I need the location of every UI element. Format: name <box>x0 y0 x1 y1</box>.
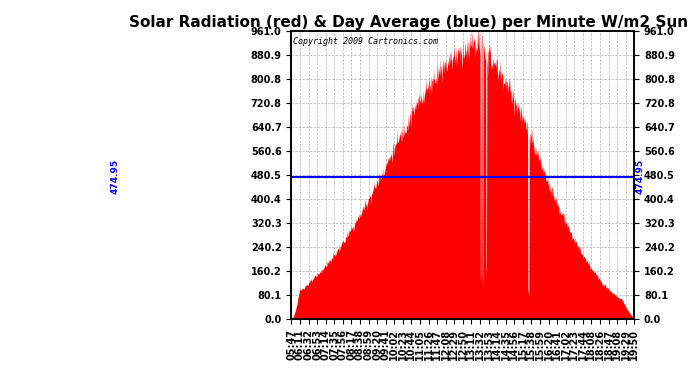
Title: Solar Radiation (red) & Day Average (blue) per Minute W/m2 Sun Aug 2 20:08: Solar Radiation (red) & Day Average (blu… <box>129 15 690 30</box>
Text: Copyright 2009 Cartronics.com: Copyright 2009 Cartronics.com <box>293 37 438 46</box>
Text: 474.95: 474.95 <box>111 159 120 194</box>
Text: 474.95: 474.95 <box>636 159 645 194</box>
